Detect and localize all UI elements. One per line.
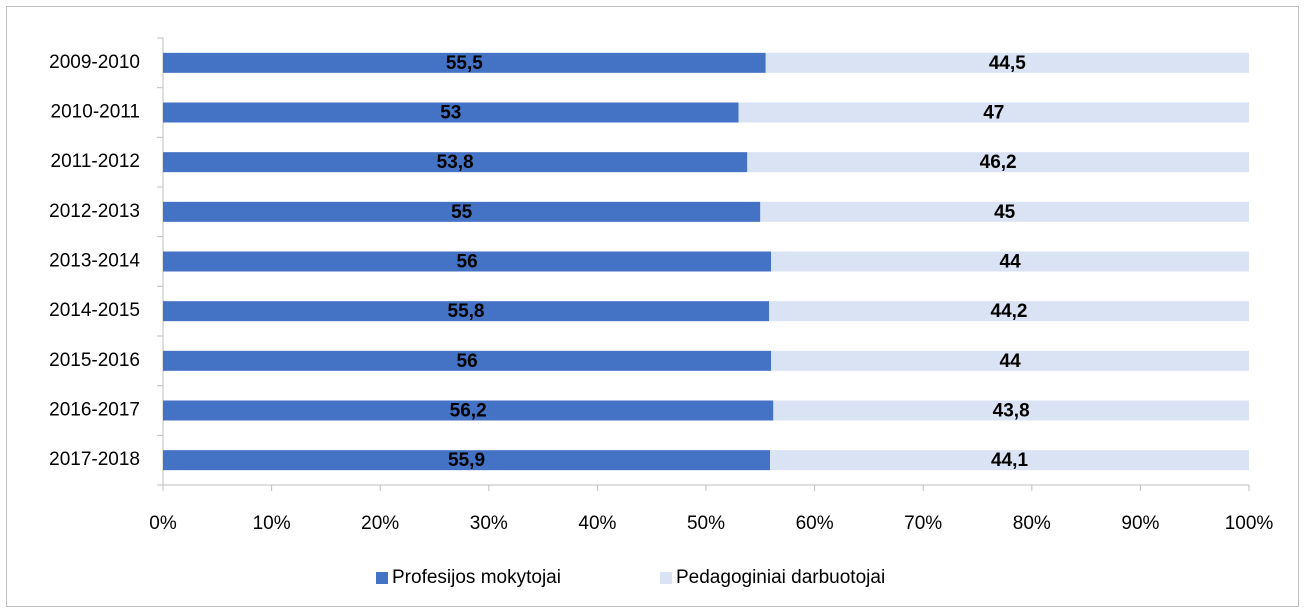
y-tick-label: 2010-2011 xyxy=(51,102,140,123)
data-label: 55,5 xyxy=(446,53,483,74)
data-label: 47 xyxy=(983,103,1004,124)
data-label: 44,5 xyxy=(989,53,1026,74)
x-tick-label: 10% xyxy=(253,513,291,534)
bar xyxy=(163,201,761,222)
y-tick-label: 2012-2013 xyxy=(49,201,140,222)
data-label: 44 xyxy=(1000,351,1022,372)
x-tick-label: 90% xyxy=(1121,513,1159,534)
bar xyxy=(163,350,772,371)
bar xyxy=(771,350,1249,371)
y-tick-label: 2014-2015 xyxy=(49,300,140,321)
x-tick-label: 40% xyxy=(578,513,616,534)
x-tick-label: 70% xyxy=(904,513,942,534)
x-tick-label: 100% xyxy=(1225,513,1274,534)
bar xyxy=(765,52,1249,73)
bar xyxy=(163,152,748,173)
legend-label: Pedagoginiai darbuotojai xyxy=(676,567,885,588)
x-tick-label: 80% xyxy=(1013,513,1051,534)
bar xyxy=(163,450,771,471)
bar xyxy=(738,102,1249,123)
x-tick-label: 60% xyxy=(796,513,834,534)
y-tick-label: 2013-2014 xyxy=(49,251,140,272)
data-label: 55,9 xyxy=(448,450,485,471)
bar xyxy=(768,301,1249,322)
legend-swatch xyxy=(376,572,388,584)
data-label: 56,2 xyxy=(450,401,487,422)
bar xyxy=(163,102,739,123)
bar xyxy=(771,251,1249,272)
bar xyxy=(163,301,769,322)
data-label: 53 xyxy=(440,103,461,124)
data-label: 46,2 xyxy=(980,152,1017,173)
y-tick-label: 2016-2017 xyxy=(49,400,140,421)
x-tick-label: 30% xyxy=(470,513,508,534)
legend-label: Profesijos mokytojai xyxy=(392,567,561,588)
y-tick-label: 2017-2018 xyxy=(49,449,140,470)
bar xyxy=(773,400,1249,421)
data-label: 55,8 xyxy=(448,301,485,322)
bar xyxy=(747,152,1249,173)
data-label: 43,8 xyxy=(993,401,1030,422)
data-label: 55 xyxy=(451,202,473,223)
y-tick-label: 2009-2010 xyxy=(49,52,140,73)
x-tick-label: 20% xyxy=(361,513,399,534)
data-label: 56 xyxy=(457,252,478,273)
data-label: 44,1 xyxy=(991,450,1028,471)
bar xyxy=(760,201,1249,222)
y-tick-label: 2015-2016 xyxy=(49,350,140,371)
legend-swatch xyxy=(660,572,672,584)
bar xyxy=(163,52,766,73)
data-label: 53,8 xyxy=(437,152,474,173)
x-tick-label: 0% xyxy=(149,513,177,534)
bar xyxy=(770,450,1249,471)
x-tick-label: 50% xyxy=(687,513,725,534)
data-label: 45 xyxy=(994,202,1016,223)
bar xyxy=(163,251,772,272)
data-label: 44 xyxy=(1000,252,1022,273)
bar xyxy=(163,400,774,421)
data-label: 56 xyxy=(457,351,478,372)
data-label: 44,2 xyxy=(991,301,1028,322)
y-tick-label: 2011-2012 xyxy=(51,151,140,172)
